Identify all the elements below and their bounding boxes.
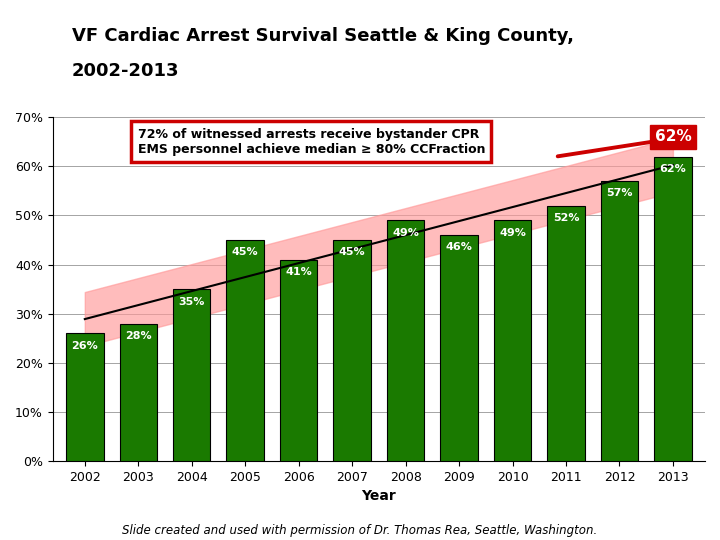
Bar: [441, 235, 478, 461]
Text: 2002-2013: 2002-2013: [72, 62, 179, 80]
Text: 49%: 49%: [392, 228, 419, 238]
Bar: [333, 240, 371, 461]
Text: 46%: 46%: [446, 242, 472, 253]
Text: 45%: 45%: [232, 247, 258, 258]
Bar: [280, 260, 318, 461]
Text: VF Cardiac Arrest Survival Seattle & King County,: VF Cardiac Arrest Survival Seattle & Kin…: [72, 27, 574, 45]
Text: 26%: 26%: [71, 341, 98, 351]
Text: 41%: 41%: [285, 267, 312, 277]
Text: 72% of witnessed arrests receive bystander CPR
EMS personnel achieve median ≥ 80: 72% of witnessed arrests receive bystand…: [138, 127, 485, 156]
Bar: [173, 289, 210, 461]
Text: 52%: 52%: [553, 213, 579, 223]
Bar: [66, 333, 104, 461]
Bar: [227, 240, 264, 461]
Bar: [387, 220, 424, 461]
Bar: [600, 181, 638, 461]
Text: Slide created and used with permission of Dr. Thomas Rea, Seattle, Washington.: Slide created and used with permission o…: [122, 524, 598, 537]
Text: 35%: 35%: [179, 296, 205, 307]
Bar: [654, 157, 692, 461]
Bar: [120, 323, 157, 461]
Bar: [547, 206, 585, 461]
Text: 62%: 62%: [654, 129, 691, 144]
Text: 62%: 62%: [660, 164, 686, 174]
Text: 28%: 28%: [125, 331, 152, 341]
Text: 57%: 57%: [606, 188, 633, 198]
X-axis label: Year: Year: [361, 489, 396, 503]
Bar: [494, 220, 531, 461]
Text: 45%: 45%: [339, 247, 366, 258]
Text: 49%: 49%: [499, 228, 526, 238]
